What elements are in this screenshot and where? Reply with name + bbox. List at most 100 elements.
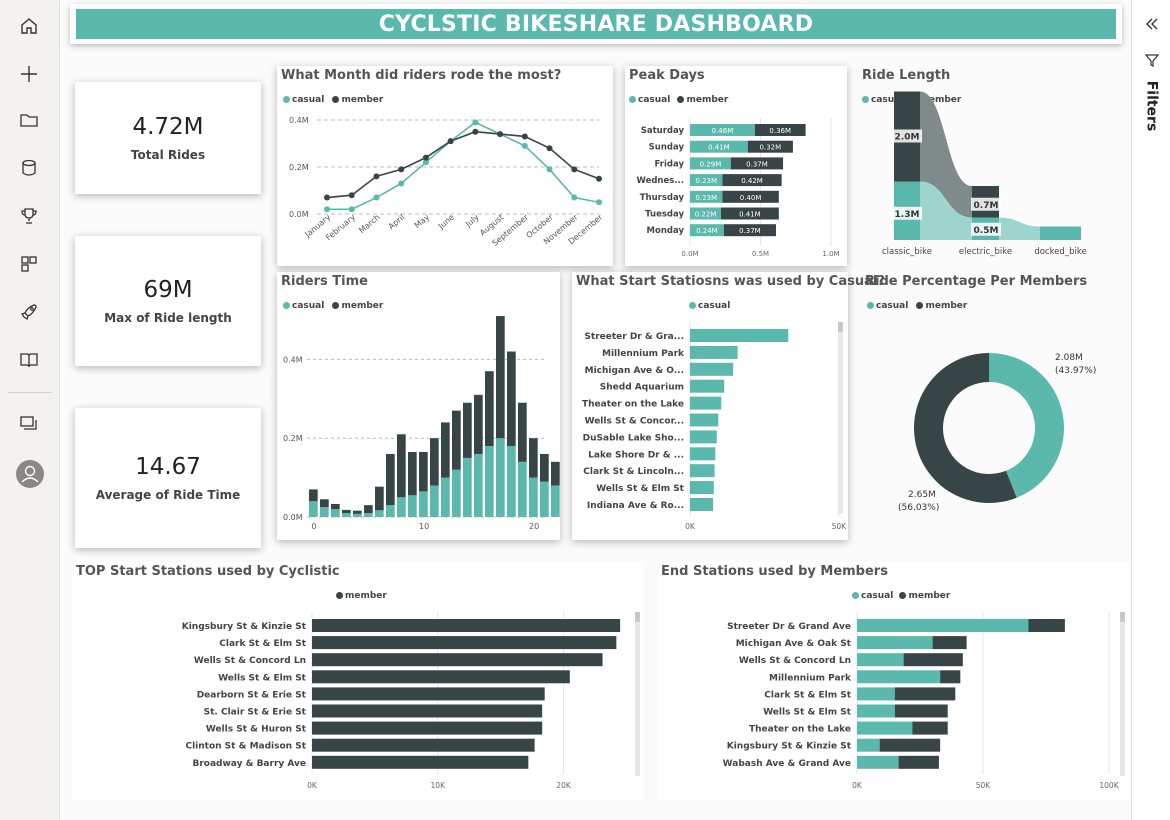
x-tick-label: 20K	[556, 781, 572, 790]
chart-title: End Stations used by Members	[661, 564, 888, 579]
legend-dot-casual	[629, 96, 636, 103]
scrollbar[interactable]	[838, 322, 843, 514]
chart-title: Ride Percentage Per Members	[865, 274, 1088, 289]
trophy-icon[interactable]	[17, 204, 41, 228]
bar-member	[518, 402, 527, 462]
bar-casual	[397, 497, 406, 517]
dashboard-title: CYCLSTIC BIKESHARE DASHBOARD	[378, 11, 814, 37]
category-label: docked_bike	[1034, 247, 1086, 257]
legend-casual: casual	[876, 301, 909, 311]
legend-casual: casual	[292, 301, 325, 311]
donut-slice-casual	[989, 353, 1064, 498]
chart-legend: casual member	[283, 95, 383, 105]
bar-casual	[690, 362, 734, 376]
bar-casual	[309, 501, 318, 517]
category-label: Wells St & Huron St	[206, 725, 307, 735]
kpi-total-rides[interactable]: 4.72M Total Rides	[75, 82, 261, 194]
bar-member	[721, 207, 779, 220]
data-label: 0.7M	[974, 201, 999, 211]
bar-casual	[320, 507, 329, 517]
folder-icon[interactable]	[17, 108, 41, 132]
workspaces-icon[interactable]	[17, 412, 41, 436]
data-point-casual	[398, 180, 405, 187]
data-label-member: 0.36M	[769, 127, 791, 135]
bar-casual	[507, 446, 516, 517]
user-avatar-icon[interactable]	[16, 460, 44, 488]
bar-casual	[690, 345, 738, 359]
legend-casual: casual	[292, 95, 325, 105]
bar-casual	[430, 485, 439, 517]
bar-member	[312, 619, 621, 632]
bar-member	[723, 224, 777, 237]
left-nav	[0, 0, 60, 820]
category-label: Indiana Ave & Ro...	[587, 501, 684, 511]
bar-member	[730, 157, 784, 170]
bar-member	[912, 721, 948, 735]
category-label: Monday	[647, 226, 685, 236]
filters-label[interactable]: Filters	[1143, 80, 1159, 132]
chart-monthly[interactable]: What Month did riders rode the most? cas…	[277, 66, 613, 266]
bar-member	[932, 636, 967, 650]
bar-casual	[485, 446, 494, 517]
bar-member	[419, 451, 428, 492]
category-label: Sunday	[649, 143, 685, 153]
dashboard-title-bar: CYCLSTIC BIKESHARE DASHBOARD	[70, 4, 1122, 44]
chart-riders-time[interactable]: Riders Time casual member 0.0M 0.2M 0.4M 0 1…	[277, 272, 560, 540]
legend-member: member	[345, 591, 387, 601]
bar-casual	[419, 491, 428, 517]
donut-slice-member	[913, 353, 1017, 503]
bar-casual	[690, 430, 717, 444]
chart-title: What Start Statiosns was used by Casual?	[576, 274, 885, 289]
chart-peak-days[interactable]: Peak Days casual member 0.0M 0.5M 1.0M Satu…	[625, 66, 847, 266]
bar-member	[722, 190, 779, 203]
scrollbar-thumb[interactable]	[635, 612, 640, 622]
legend-casual: casual	[638, 95, 671, 105]
bar-member	[312, 653, 603, 667]
scrollbar-thumb[interactable]	[838, 322, 843, 332]
data-point-casual	[324, 206, 330, 213]
category-label: DuSable Lake Sho...	[583, 433, 684, 443]
chart-casual-start-stations[interactable]: What Start Statiosns was used by Casual?…	[572, 272, 885, 540]
add-icon[interactable]	[17, 62, 41, 86]
chart-ride-length[interactable]: Ride Length casual member 2.0M 1.3M 0.7M 0.…	[858, 66, 1128, 262]
category-label: Wells St & Concord Ln	[194, 656, 306, 666]
data-label-member: 0.41M	[739, 211, 761, 219]
bar-casual	[408, 495, 417, 517]
category-label: Theater on the Lake	[582, 400, 684, 410]
apps-icon[interactable]	[17, 252, 41, 276]
bar-member	[312, 687, 545, 701]
kpi-max-ride-length[interactable]: 69M Max of Ride length	[75, 236, 261, 366]
scrollbar-thumb[interactable]	[1120, 612, 1125, 622]
collapse-icon[interactable]	[1144, 16, 1160, 36]
bar-casual	[857, 738, 880, 752]
category-label: Broadway & Barry Ave	[192, 759, 306, 769]
bar-casual	[441, 477, 450, 517]
scrollbar[interactable]	[635, 612, 640, 776]
database-icon[interactable]	[17, 156, 41, 180]
bar-casual	[518, 461, 527, 517]
rocket-icon[interactable]	[17, 300, 41, 324]
filter-icon[interactable]	[1144, 52, 1160, 71]
chart-member-end-stations[interactable]: End Stations used by Members casual memb…	[657, 562, 1129, 800]
data-label-casual: 0.46M	[712, 127, 734, 135]
x-tick-label: May	[413, 212, 432, 230]
bar-casual	[690, 174, 723, 187]
chart-member-pct[interactable]: Ride Percentage Per Members casual membe…	[861, 272, 1127, 536]
bar-casual	[690, 413, 719, 427]
book-icon[interactable]	[17, 348, 41, 372]
home-icon[interactable]	[17, 14, 41, 38]
data-label: 0.5M	[974, 226, 999, 236]
filters-pane[interactable]: Filters	[1131, 0, 1170, 820]
bar-member	[353, 510, 362, 514]
scrollbar[interactable]	[1120, 612, 1125, 776]
bar-member	[463, 402, 472, 458]
data-label-member: 0.37M	[739, 227, 761, 235]
legend-dot-casual	[852, 592, 859, 599]
peak-days-plot: 0.0M 0.5M 1.0M Saturday 0.46M 0.36M Sunday 0.41…	[637, 118, 840, 258]
chart-top-start-stations[interactable]: TOP Start Stations used by Cyclistic mem…	[72, 562, 644, 800]
bar-casual	[857, 721, 913, 735]
data-label: 1.3M	[895, 210, 920, 220]
kpi-avg-ride-time[interactable]: 14.67 Average of Ride Time	[75, 408, 261, 548]
category-label: Clark St & Elm St	[764, 690, 851, 700]
bar-member	[312, 704, 543, 718]
